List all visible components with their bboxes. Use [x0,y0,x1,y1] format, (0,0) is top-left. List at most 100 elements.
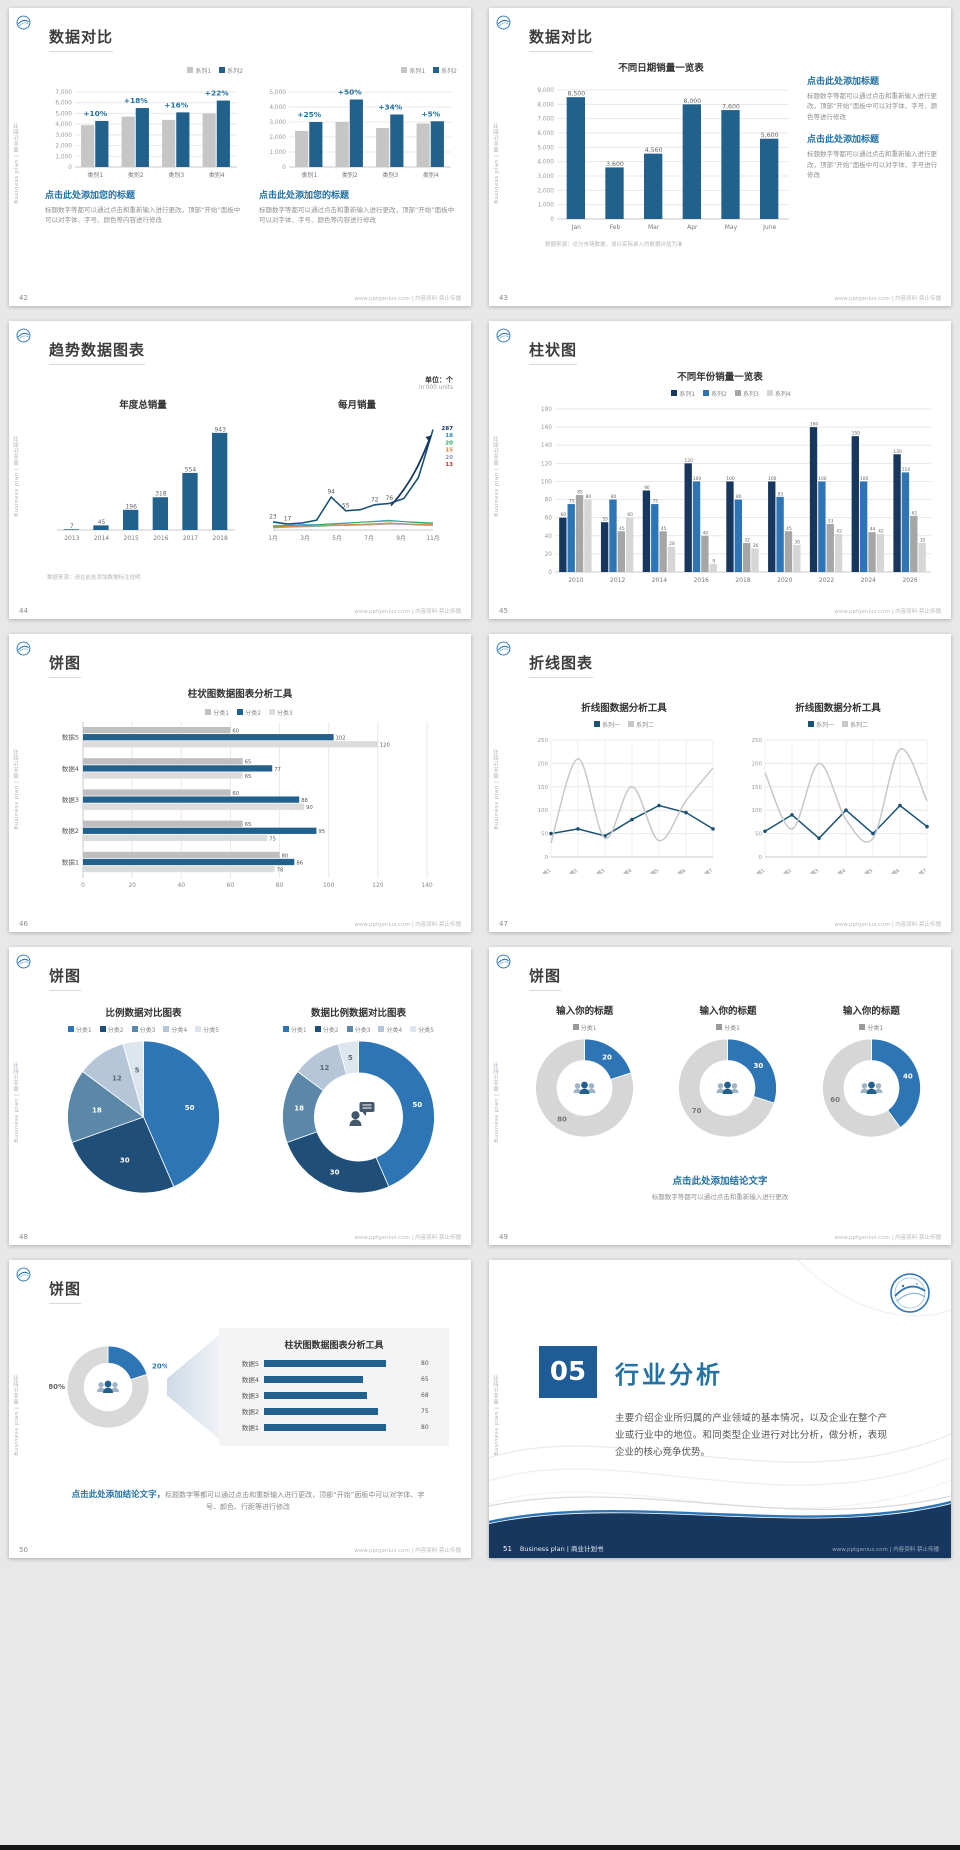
sidebar-vertical-label: Business plan | 商业计划书 [14,435,20,517]
svg-text:40: 40 [703,530,709,536]
panel-row-label: 数据1 [241,1424,259,1432]
svg-text:0: 0 [548,570,552,576]
svg-text:100: 100 [726,476,735,482]
donut-chart: 分类1 30 70 [660,1021,795,1143]
chart-panel: 输入你的标题 分类1 30 70 [660,1003,795,1143]
svg-text:6,000: 6,000 [537,131,554,137]
svg-text:250: 250 [538,738,549,744]
page-number: 45 [499,607,508,615]
svg-text:2013: 2013 [64,535,79,542]
svg-text:80: 80 [276,882,284,889]
conclusion-block: 点击此处添加结论文字 标题数字等都可以通过点击和重新输入进行更改 [489,1173,951,1202]
svg-text:Jan: Jan [571,224,581,231]
svg-text:80: 80 [545,498,553,504]
svg-text:+18%: +18% [124,96,148,105]
svg-text:0: 0 [545,855,549,861]
chart-panel: 不同日期销量一览表 9,000 8,000 7,000 6,000 5,000 4,000… [527,60,795,248]
slide-42[interactable]: Business plan | 商业计划书 数据对比 系列1 系列2 7,000 6,… [9,8,471,306]
svg-text:4,000: 4,000 [537,160,554,166]
slide-footer: 51 Business plan | 商业计划书 www.pptgenius.c… [503,1543,939,1553]
svg-text:类别1: 类别1 [301,171,317,179]
svg-text:数据4: 数据4 [62,764,79,773]
page-number: 46 [19,920,28,928]
slide-47[interactable]: Business plan | 商业计划书 折线图表 折线图数据分析工具 系列一… [489,634,951,932]
svg-text:120: 120 [372,882,384,889]
svg-text:100: 100 [768,476,777,482]
svg-text:80: 80 [611,494,617,500]
line-chart: 23 17 94 55 72 76 1月 3月 5月 7月 9月 11月 287 18 20 15 20 13 [259,415,455,543]
svg-text:50: 50 [185,1104,195,1112]
svg-text:80: 80 [586,494,592,500]
chart-panel: 年度总销量 7 2013 45 2014 196 2015 318 2016 554 2017 94… [45,397,241,543]
svg-text:110: 110 [902,467,911,473]
slide-46[interactable]: Business plan | 商业计划书 饼图 柱状图数据图表分析工具 分类1… [9,634,471,932]
svg-text:5,600: 5,600 [761,132,779,139]
legend-item: 系列1 [671,389,695,398]
svg-text:12: 12 [320,1064,330,1072]
slide-45[interactable]: Business plan | 商业计划书 柱状图 不同年份销量一览表 系列1 系… [489,321,951,619]
panel-row-value: 80 [421,1359,429,1367]
conclusion-body: 标题数字等都可以通过点击和重新输入进行更改 [651,1193,789,1201]
legend-item: 分类1 [572,1023,597,1032]
panel-row: 数据1 80 [233,1422,435,1432]
svg-text:2,000: 2,000 [537,188,554,194]
svg-text:77: 77 [274,767,281,773]
svg-text:2017: 2017 [183,535,198,542]
legend-item: 分类1 [205,708,229,717]
svg-text:1,000: 1,000 [55,154,72,160]
grouped-bar-chart: 系列1 系列2 系列3 系列4 180 160 140 120 100 80 60 40 20 0 60 75… [525,387,937,585]
svg-text:45: 45 [661,526,667,532]
chart-panel: 数据比例数据对比图表 分类1 分类2 分类3 分类4 分类5 50 30 18 12 5 [260,1005,457,1199]
legend-item: 系列一 [807,720,834,729]
panel-row-value: 75 [421,1407,429,1415]
svg-text:150: 150 [538,785,549,791]
svg-text:200: 200 [752,761,763,767]
svg-text:45: 45 [98,519,106,526]
slide-footer: 45 www.pptgenius.com | 内容资料·禁止传播 [499,607,941,615]
svg-text:554: 554 [185,466,197,473]
chart-title: 年度总销量 [119,400,167,411]
slide-44[interactable]: Business plan | 商业计划书 趋势数据图表 单位：个 in'000… [9,321,471,619]
svg-text:数据2: 数据2 [62,826,79,835]
slide-title: 饼图 [49,652,81,678]
svg-text:5,000: 5,000 [55,111,72,117]
svg-text:数据1: 数据1 [62,857,79,866]
chart-legend: 分类1 分类2 分类3 分类4 分类5 [260,1023,457,1035]
svg-text:18: 18 [445,433,453,439]
svg-text:180: 180 [541,407,552,413]
svg-text:4,560: 4,560 [645,147,663,154]
legend-item: 系列4 [766,389,791,398]
svg-text:数据7: 数据7 [700,867,715,874]
section-number: 05 [539,1346,597,1398]
svg-text:18: 18 [294,1104,304,1112]
svg-text:60: 60 [830,1096,840,1104]
sidebar-vertical-label: Business plan | 商业计划书 [494,122,500,204]
grouped-bar-chart: 系列1 系列2 5,000 4,000 3,000 2,000 1,000 0 +25% 类别1 +… [259,64,457,180]
svg-text:120: 120 [684,458,693,464]
logo-icon [16,15,31,30]
slide-title: 折线图表 [529,652,593,678]
bottom-wave [489,1495,951,1558]
slide-48[interactable]: Business plan | 商业计划书 饼图 比例数据对比图表 分类1 分类2… [9,947,471,1245]
legend-item: 分类4 [163,1025,187,1034]
svg-text:Apr: Apr [687,224,698,231]
section-body: 主要介绍企业所归属的产业领域的基本情况，以及企业在整个产业或行业中的地位。和同类… [615,1413,887,1459]
slide-49[interactable]: Business plan | 商业计划书 饼图 输入你的标题 分类1 20 80 … [489,947,951,1245]
svg-text:150: 150 [752,785,763,791]
svg-text:80: 80 [557,1115,567,1123]
svg-text:2,000: 2,000 [55,144,72,150]
svg-text:65: 65 [245,822,252,828]
svg-text:30: 30 [795,539,801,545]
donut-chart: 分类1 20 80 [517,1021,652,1143]
slide-43[interactable]: Business plan | 商业计划书 数据对比 不同日期销量一览表 9,0… [489,8,951,306]
sidebar-vertical-label: Business plan | 商业计划书 [494,435,500,517]
legend-item: 分类1 [282,1025,307,1034]
sidebar-vertical-label: Business plan | 商业计划书 [14,122,20,204]
legend-item: 分类2 [237,708,261,717]
slide-51[interactable]: Business plan | 商业计划书 05 行业分析 主要介绍企业所归属的… [489,1260,951,1558]
svg-text:287: 287 [441,426,453,432]
slide-50[interactable]: Business plan | 商业计划书 饼图 20% 80% 柱状图数据图表分… [9,1260,471,1558]
